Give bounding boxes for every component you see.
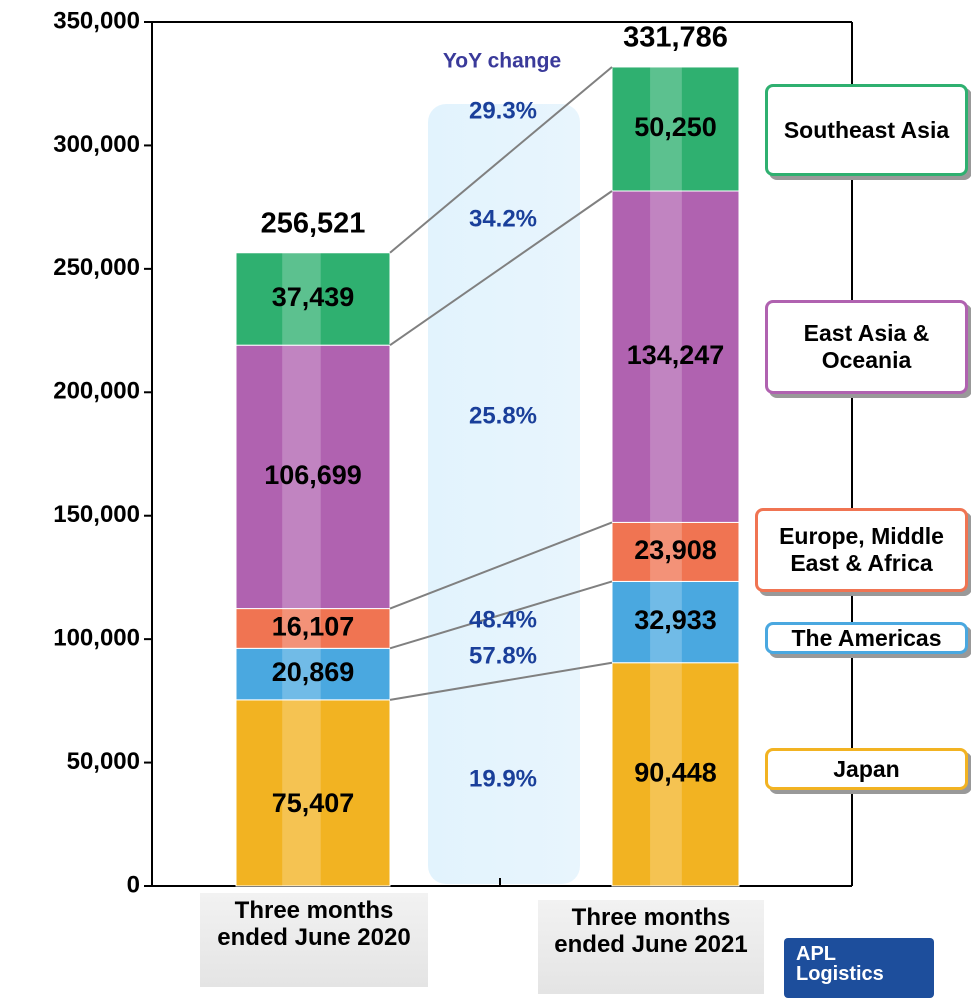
value-label: 134,247 <box>627 340 725 370</box>
total-label: 256,521 <box>261 207 366 239</box>
connector <box>389 521 613 610</box>
bar-segment <box>235 699 391 887</box>
value-label: 20,869 <box>272 657 355 687</box>
logo-text: Logistics <box>796 963 884 985</box>
bar-segment <box>235 344 391 610</box>
value-label: 50,250 <box>634 112 717 142</box>
yoy-label: 29.3% <box>469 97 537 124</box>
bar-segment <box>235 647 391 701</box>
y-tick-label: 200,000 <box>53 378 140 405</box>
y-tick-label: 100,000 <box>53 624 140 651</box>
bar-segment <box>611 580 740 664</box>
bar-highlight <box>650 66 682 192</box>
bar-segment <box>611 66 740 192</box>
logo: APL Logistics <box>784 938 934 998</box>
yoy-label: 48.4% <box>469 606 537 633</box>
bar-segment <box>611 190 740 523</box>
legend-entry: Europe, Middle East & Africa <box>755 508 968 592</box>
total-label: 331,786 <box>623 22 728 54</box>
value-label: 23,908 <box>634 535 717 565</box>
legend-entry: Southeast Asia <box>765 84 968 176</box>
value-label: 90,448 <box>634 757 717 787</box>
bar-highlight <box>650 191 682 523</box>
bar-segment <box>611 521 740 582</box>
bar-segment <box>235 252 391 346</box>
connector <box>389 580 613 650</box>
bar-highlight <box>282 345 321 609</box>
bar-segment <box>235 608 391 649</box>
value-label: 75,407 <box>272 788 355 818</box>
bar-highlight <box>650 581 682 663</box>
bar-highlight <box>282 699 321 886</box>
value-label: 16,107 <box>272 612 355 642</box>
value-label: 32,933 <box>634 605 717 635</box>
bar-segment <box>611 662 740 887</box>
connector <box>389 661 613 701</box>
legend-entry: Japan <box>765 748 968 790</box>
x-tick-label: Three months ended June 2021 <box>538 900 764 994</box>
value-label: 106,699 <box>264 460 362 490</box>
logo-text: APL <box>796 943 836 965</box>
legend-entry: The Americas <box>765 622 968 654</box>
y-tick-label: 0 <box>127 871 140 898</box>
yoy-label: 19.9% <box>469 765 537 792</box>
y-tick-label: 150,000 <box>53 501 140 528</box>
yoy-label: 34.2% <box>469 205 537 232</box>
legend-entry: East Asia & Oceania <box>765 300 968 394</box>
yoy-title: YoY change <box>443 50 561 73</box>
bar-highlight <box>282 252 321 346</box>
y-tick-label: 50,000 <box>67 748 140 775</box>
bar-highlight <box>650 662 682 886</box>
yoy-label: 57.8% <box>469 642 537 669</box>
y-tick-label: 350,000 <box>53 7 140 34</box>
bar-highlight <box>282 608 321 649</box>
yoy-band <box>428 104 580 884</box>
bar-highlight <box>282 648 321 700</box>
x-tick-label: Three months ended June 2020 <box>200 893 428 987</box>
connector <box>389 66 613 254</box>
connector <box>389 190 613 347</box>
y-tick-label: 250,000 <box>53 254 140 281</box>
value-label: 37,439 <box>272 282 355 312</box>
bar-highlight <box>650 522 682 582</box>
y-tick-label: 300,000 <box>53 131 140 158</box>
yoy-label: 25.8% <box>469 402 537 429</box>
